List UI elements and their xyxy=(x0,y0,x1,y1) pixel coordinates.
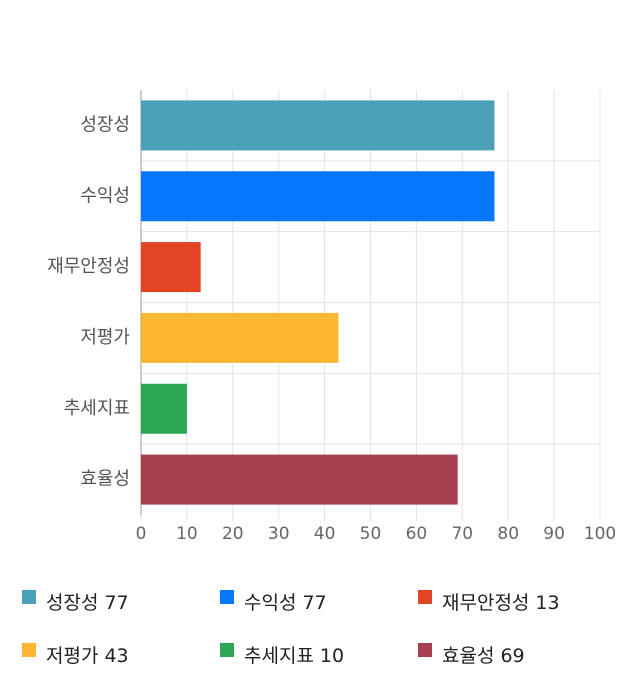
legend-label: 저평가 43 xyxy=(46,645,129,667)
y-tick-label: 추세지표 xyxy=(64,398,130,419)
x-tick-label: 60 xyxy=(406,524,428,544)
y-tick-label: 저평가 xyxy=(80,327,130,348)
legend-name: 수익성 xyxy=(244,592,296,614)
x-tick-label: 10 xyxy=(176,524,198,544)
legend-name: 저평가 xyxy=(46,645,98,667)
legend-swatch xyxy=(22,643,36,657)
legend-name: 추세지표 xyxy=(244,645,314,667)
legend-label: 성장성 77 xyxy=(46,592,129,614)
legend-swatch xyxy=(22,590,36,604)
x-tick-label: 70 xyxy=(451,524,473,544)
x-tick-label: 50 xyxy=(360,524,382,544)
bar xyxy=(141,383,187,434)
legend-swatch xyxy=(418,643,432,657)
x-tick-label: 40 xyxy=(314,524,336,544)
y-tick-label: 재무안정성 xyxy=(47,256,130,277)
x-tick-label: 30 xyxy=(268,524,290,544)
y-tick-label: 수익성 xyxy=(80,185,130,206)
bar xyxy=(141,312,339,363)
bar xyxy=(141,100,495,151)
bar xyxy=(141,171,495,222)
legend-name: 성장성 xyxy=(46,592,98,614)
x-tick-label: 100 xyxy=(584,524,616,544)
legend-name: 효율성 xyxy=(442,645,494,667)
x-tick-label: 20 xyxy=(222,524,244,544)
legend-swatch xyxy=(418,590,432,604)
legend-label: 재무안정성 13 xyxy=(442,592,560,614)
x-tick-label: 0 xyxy=(136,524,147,544)
legend-label: 추세지표 10 xyxy=(244,645,344,667)
legend-swatch xyxy=(220,590,234,604)
x-tick-label: 80 xyxy=(497,524,519,544)
y-tick-label: 성장성 xyxy=(80,114,130,135)
legend-label: 효율성 69 xyxy=(442,645,525,667)
legend-label: 수익성 77 xyxy=(244,592,327,614)
legend-value: 69 xyxy=(500,645,524,667)
legend-value: 10 xyxy=(320,645,344,667)
legend-swatch xyxy=(220,643,234,657)
x-tick-label: 90 xyxy=(543,524,565,544)
legend-value: 77 xyxy=(302,592,326,614)
legend-value: 13 xyxy=(535,592,559,614)
legend-value: 77 xyxy=(104,592,128,614)
legend-name: 재무안정성 xyxy=(442,592,529,614)
bar xyxy=(141,242,201,293)
y-tick-label: 효율성 xyxy=(80,469,130,490)
legend-value: 43 xyxy=(104,645,128,667)
bar xyxy=(141,454,458,505)
